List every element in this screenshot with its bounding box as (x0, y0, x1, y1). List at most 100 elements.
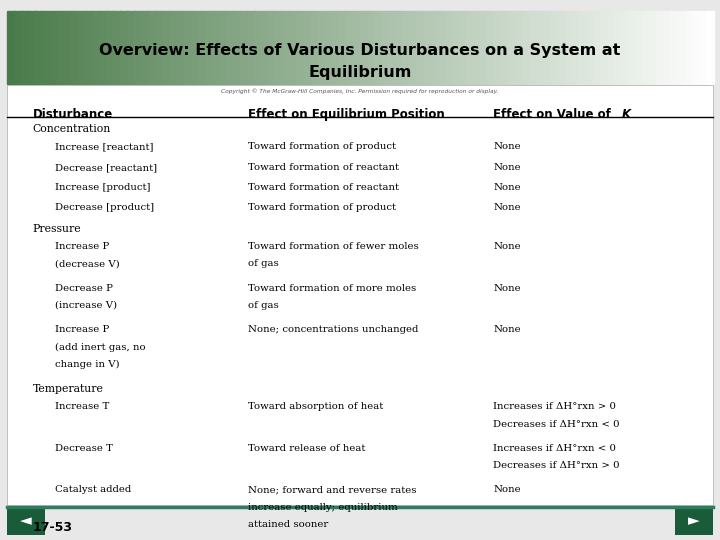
Bar (289, 11, 297, 84)
Bar (416, 11, 424, 84)
Bar (494, 11, 502, 84)
Bar (113, 11, 121, 84)
Text: Increases if ΔH°rxn < 0: Increases if ΔH°rxn < 0 (493, 444, 616, 453)
Bar (14, 11, 22, 84)
Bar (536, 11, 544, 84)
Text: Increase [reactant]: Increase [reactant] (55, 143, 154, 152)
Bar (586, 11, 593, 84)
Bar (156, 11, 163, 84)
Bar (459, 11, 467, 84)
Bar (141, 11, 149, 84)
Bar (148, 11, 156, 84)
Bar (275, 11, 283, 84)
Bar (85, 11, 93, 84)
Bar (675, 507, 713, 535)
Bar (698, 11, 706, 84)
Bar (367, 11, 375, 84)
Text: of gas: of gas (248, 259, 279, 268)
Bar (169, 11, 177, 84)
Bar (593, 11, 600, 84)
Bar (678, 11, 685, 84)
Text: Toward formation of fewer moles: Toward formation of fewer moles (248, 242, 419, 251)
Bar (516, 11, 523, 84)
Bar (410, 11, 417, 84)
Bar (635, 11, 643, 84)
Bar (657, 11, 664, 84)
Text: Increase P: Increase P (55, 242, 109, 251)
Bar (163, 11, 170, 84)
Text: None: None (493, 183, 521, 192)
Bar (219, 11, 227, 84)
Text: change in V): change in V) (55, 360, 120, 369)
Text: Toward formation of product: Toward formation of product (248, 143, 397, 152)
Bar (99, 11, 107, 84)
Bar (642, 11, 650, 84)
Bar (304, 11, 311, 84)
Bar (451, 11, 459, 84)
Text: Pressure: Pressure (32, 224, 81, 234)
Text: Effect on Equilibrium Position: Effect on Equilibrium Position (248, 108, 445, 121)
Text: ►: ► (688, 513, 700, 528)
Text: Increases if ΔH°rxn > 0: Increases if ΔH°rxn > 0 (493, 402, 616, 411)
Text: Increase P: Increase P (55, 325, 109, 334)
Bar (310, 11, 318, 84)
Bar (395, 11, 403, 84)
Bar (438, 11, 446, 84)
Bar (557, 11, 565, 84)
Bar (706, 11, 714, 84)
Bar (431, 11, 438, 84)
Text: (add inert gas, no: (add inert gas, no (55, 342, 146, 352)
Text: None; forward and reverse rates: None; forward and reverse rates (248, 485, 417, 495)
Text: (decrease V): (decrease V) (55, 259, 120, 268)
Bar (473, 11, 481, 84)
Text: Decreases if ΔH°rxn > 0: Decreases if ΔH°rxn > 0 (493, 461, 620, 470)
Text: None: None (493, 242, 521, 251)
Text: None: None (493, 284, 521, 293)
Text: Toward formation of reactant: Toward formation of reactant (248, 163, 400, 172)
Bar (269, 11, 276, 84)
Bar (670, 11, 678, 84)
Bar (198, 11, 205, 84)
Bar (621, 11, 629, 84)
Text: None: None (493, 485, 521, 495)
Bar (628, 11, 636, 84)
Bar (191, 11, 199, 84)
Text: Toward formation of reactant: Toward formation of reactant (248, 183, 400, 192)
Bar (402, 11, 410, 84)
Text: Decrease [reactant]: Decrease [reactant] (55, 163, 158, 172)
Bar (572, 11, 580, 84)
Bar (106, 11, 114, 84)
Bar (381, 11, 389, 84)
Bar (57, 11, 64, 84)
Bar (564, 11, 572, 84)
Bar (176, 11, 184, 84)
Bar (614, 11, 622, 84)
Text: attained sooner: attained sooner (248, 520, 328, 529)
Bar (551, 11, 558, 84)
Text: Catalyst added: Catalyst added (55, 485, 132, 495)
Bar (127, 11, 135, 84)
Bar (663, 11, 671, 84)
Bar (685, 11, 693, 84)
Bar (508, 11, 516, 84)
Bar (544, 11, 552, 84)
Text: Concentration: Concentration (32, 124, 111, 134)
Text: None: None (493, 325, 521, 334)
Bar (184, 11, 192, 84)
Bar (63, 11, 71, 84)
Bar (7, 11, 15, 84)
Text: 17-53: 17-53 (32, 521, 73, 534)
Bar (7, 507, 45, 535)
Bar (282, 11, 290, 84)
Text: Equilibrium: Equilibrium (308, 65, 412, 80)
Bar (522, 11, 530, 84)
Bar (78, 11, 86, 84)
Bar (692, 11, 699, 84)
Bar (579, 11, 587, 84)
Text: Increase [product]: Increase [product] (55, 183, 151, 192)
Bar (445, 11, 452, 84)
Bar (360, 11, 368, 84)
Text: (increase V): (increase V) (55, 301, 117, 310)
Text: Toward formation of more moles: Toward formation of more moles (248, 284, 417, 293)
Text: Temperature: Temperature (32, 384, 103, 394)
